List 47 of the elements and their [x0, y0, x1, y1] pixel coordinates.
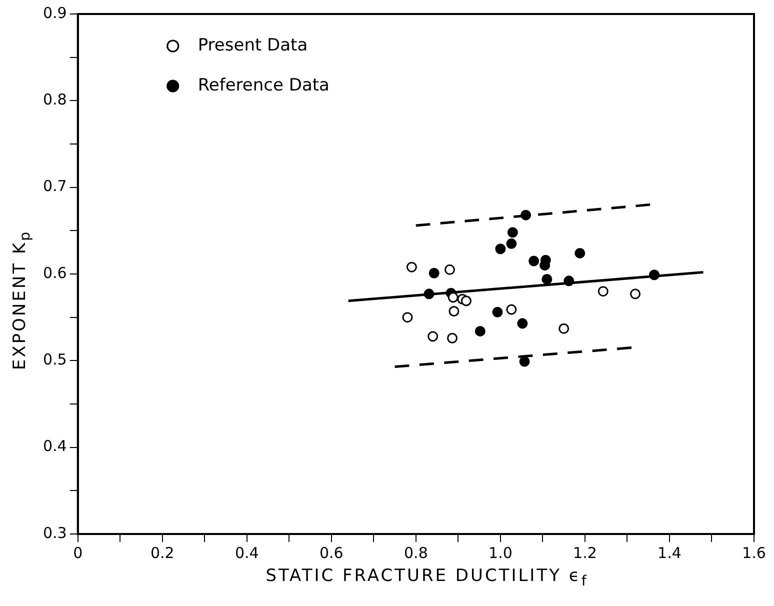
x-tick-label: 1.2	[573, 544, 597, 562]
point	[428, 331, 438, 342]
y-tick-label: 0.5	[42, 350, 67, 369]
y-tick-label: 0.8	[42, 90, 67, 109]
point	[448, 306, 460, 317]
y-tick-label: 0.9	[42, 4, 67, 22]
point	[519, 356, 530, 367]
point	[558, 323, 570, 334]
point	[520, 210, 532, 220]
x-axis-title: STATIC FRACTURE DUCTILITY ϵ$_{f}$	[264, 566, 590, 590]
point	[444, 264, 455, 275]
point	[517, 318, 528, 329]
point	[474, 326, 486, 336]
point	[447, 332, 458, 344]
point	[424, 288, 434, 300]
point	[402, 312, 413, 323]
point	[506, 238, 517, 249]
point	[495, 244, 506, 254]
y-tick-label: 0.7	[42, 177, 67, 196]
legend-label: Reference Data	[198, 75, 330, 96]
x-tick-label: 0.6	[319, 544, 344, 562]
x-tick-label: 0.8	[404, 544, 428, 562]
y-tick-label: 0.3	[42, 524, 67, 542]
x-tick-label: 1.0	[488, 544, 512, 562]
point	[460, 296, 472, 306]
point	[428, 268, 440, 278]
point	[492, 306, 503, 318]
point	[630, 288, 640, 300]
point	[564, 276, 574, 286]
x-tick-label: 1.4	[658, 544, 682, 562]
point	[649, 270, 660, 280]
point	[598, 286, 608, 297]
point	[542, 274, 552, 284]
x-tick-label: 0.4	[234, 544, 259, 562]
point	[506, 304, 517, 315]
point	[406, 262, 417, 272]
point	[528, 256, 540, 266]
x-tick-label: 1.6	[742, 544, 766, 562]
x-tick-label: 0.2	[150, 544, 174, 562]
point	[448, 292, 458, 303]
y-tick-label: 0.6	[42, 264, 67, 282]
legend-label: Present Data	[198, 35, 308, 56]
point	[507, 227, 518, 238]
point	[540, 260, 550, 271]
x-tick-label: 0	[73, 544, 83, 562]
point	[574, 248, 586, 258]
y-tick-label: 0.4	[42, 437, 67, 456]
